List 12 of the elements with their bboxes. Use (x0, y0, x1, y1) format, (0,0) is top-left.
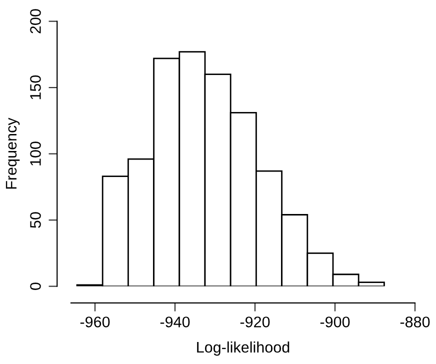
x-tick-label: -900 (320, 316, 350, 328)
x-tick-label: -960 (80, 316, 110, 328)
x-tick-label: -880 (400, 316, 430, 328)
y-tick-label: 50 (30, 212, 41, 228)
x-axis-title: Log-likelihood (197, 341, 290, 356)
x-tick-label: -920 (240, 316, 270, 328)
x-tick-label: -940 (160, 316, 190, 328)
y-axis-title: Frequency (6, 118, 20, 189)
y-tick-label: 150 (30, 75, 41, 100)
y-tick-label: 200 (30, 9, 41, 34)
y-tick-label: 0 (30, 282, 41, 290)
y-tick-label: 100 (30, 142, 41, 166)
